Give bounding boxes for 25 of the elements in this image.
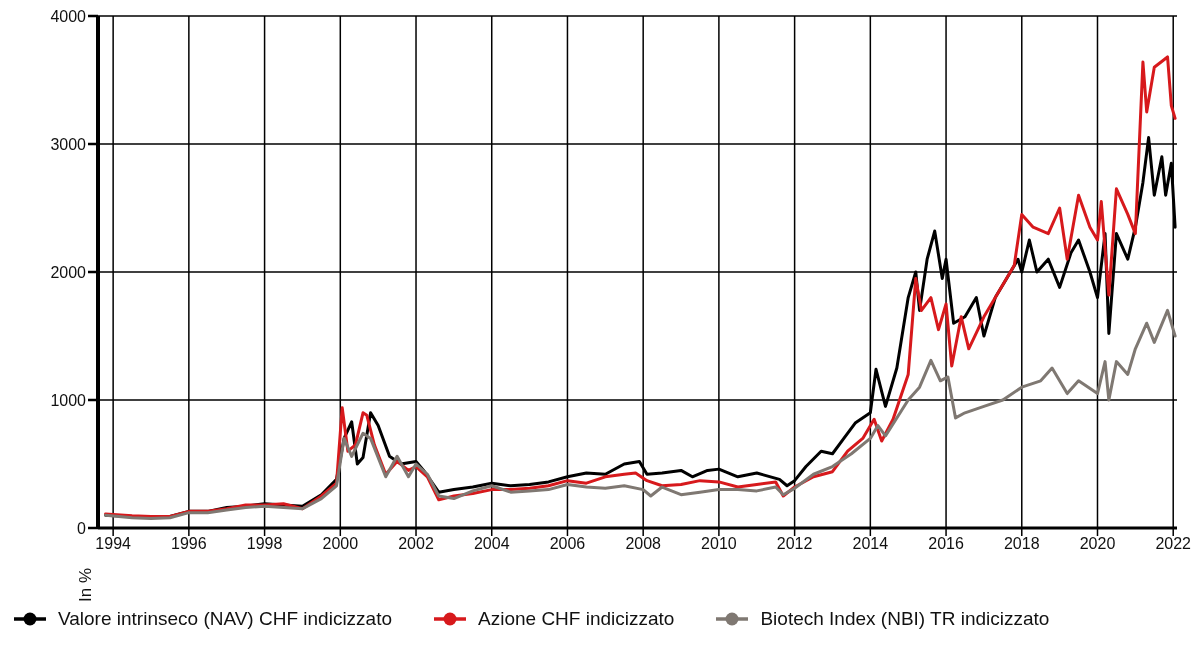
x-tick-label: 2008 [625,535,662,553]
x-tick-label: 2016 [928,535,964,553]
legend-label: Azione CHF indicizzato [478,608,675,630]
x-tick-label: 2018 [1003,535,1040,553]
x-tick-label: 1996 [171,535,207,553]
x-tick-label: 2004 [473,535,510,553]
x-tick-label: 2010 [701,535,737,553]
x-tick-label: 2006 [549,535,586,553]
y-tick-label: 2000 [50,263,87,281]
x-tick-label: 1994 [95,535,132,553]
x-tick-label: 2012 [776,535,813,553]
x-tick-label: 2000 [322,535,359,553]
x-tick-label: 2022 [1155,535,1192,553]
legend-label: Valore intrinseco (NAV) CHF indicizzato [58,608,393,630]
legend-label: Biotech Index (NBI) TR indicizzato [760,608,1050,630]
y-tick-label: 1000 [50,391,87,409]
y-axis-title: In % [76,567,96,602]
x-tick-label: 2014 [852,535,889,553]
x-tick-label: 2002 [398,535,434,553]
line-series [104,308,1177,520]
y-tick-label: 3000 [50,135,87,153]
x-tick-label: 1998 [246,535,283,553]
y-tick-label: 0 [77,519,87,537]
y-tick-label: 4000 [50,7,87,25]
x-tick-label: 2020 [1079,535,1116,553]
